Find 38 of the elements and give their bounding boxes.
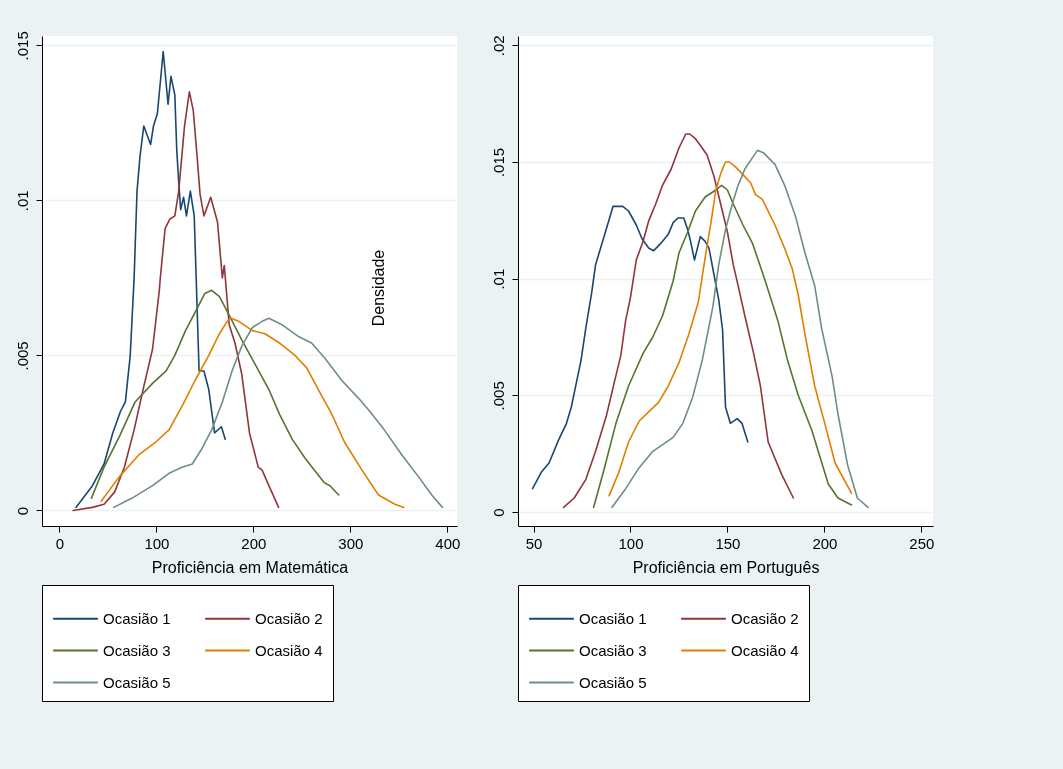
y-tick-label: .005: [489, 381, 507, 411]
y-tick-label: .015: [489, 147, 507, 178]
x-tick-label: 400: [435, 534, 461, 552]
legend-label: Ocasião 1: [579, 609, 647, 627]
y-tick-label: .02: [489, 35, 507, 57]
legend-label: Ocasião 3: [579, 641, 647, 659]
x-tick-label: 100: [144, 534, 170, 552]
x-tick-label: 200: [241, 534, 267, 552]
x-axis-title: Proficiência em Matemática: [151, 558, 349, 576]
x-tick-label: 100: [618, 534, 644, 552]
legend-label: Ocasião 5: [103, 673, 171, 691]
x-tick-label: 150: [715, 534, 741, 552]
line-series: [72, 91, 280, 512]
y-tick-label: 0: [489, 508, 507, 517]
x-tick-label: 0: [55, 534, 65, 552]
annotation: Densidade: [370, 249, 387, 327]
line-series: [90, 289, 340, 499]
x-tick-label: 300: [338, 534, 364, 552]
x-tick-label: 50: [525, 534, 543, 552]
legend-label: Ocasião 2: [731, 609, 799, 627]
legend-label: Ocasião 1: [103, 609, 171, 627]
x-axis-title: Proficiência em Português: [632, 558, 820, 576]
legend-label: Ocasião 4: [731, 641, 799, 659]
legend-label: Ocasião 4: [255, 641, 323, 659]
y-tick-label: .015: [13, 31, 31, 61]
y-tick-label: 0: [13, 506, 31, 516]
line-series: [562, 133, 795, 509]
line-series: [75, 50, 227, 509]
y-tick-label: .005: [13, 341, 31, 371]
x-tick-label: 200: [812, 534, 838, 552]
line-series: [592, 184, 853, 509]
legend-label: Ocasião 2: [255, 609, 323, 627]
line-series: [531, 205, 749, 490]
legend-label: Ocasião 5: [579, 673, 647, 691]
x-tick-label: 250: [909, 534, 935, 552]
legend-label: Ocasião 3: [103, 641, 171, 659]
y-tick-label: .01: [13, 190, 31, 212]
y-tick-label: .01: [489, 268, 507, 290]
